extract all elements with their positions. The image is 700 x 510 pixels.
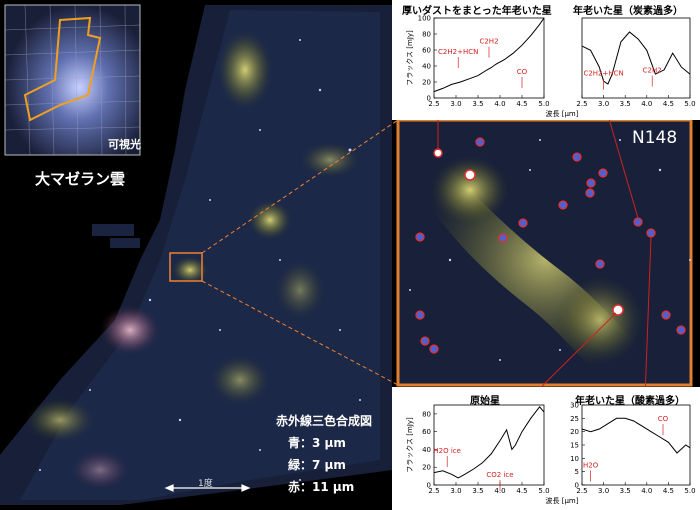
x-tick-label: 2.5 bbox=[576, 487, 587, 495]
y-tick-label: 60 bbox=[422, 428, 431, 436]
y-tick-label: 40 bbox=[422, 63, 431, 71]
x-tick-label: 3.5 bbox=[472, 100, 483, 108]
x-tick-label: 3.5 bbox=[620, 487, 631, 495]
n148-label: N148 bbox=[632, 128, 678, 148]
feature-label: CO bbox=[517, 68, 528, 76]
spectrum-line bbox=[433, 405, 545, 479]
feature-label: C2H2+HCN bbox=[438, 48, 478, 56]
lmc-title: 大マゼラン雲 bbox=[35, 170, 126, 188]
x-tick-label: 4.0 bbox=[641, 487, 652, 495]
blue-band: 青：3 μm bbox=[288, 436, 346, 450]
feature-label: H2O bbox=[583, 461, 599, 469]
x-axis-label: 波長 [μm] bbox=[546, 109, 579, 118]
x-tick-label: 4.5 bbox=[516, 100, 527, 108]
y-tick-label: 60 bbox=[422, 47, 431, 55]
x-tick-label: 5.0 bbox=[538, 487, 549, 495]
x-tick-label: 3.0 bbox=[450, 100, 461, 108]
x-tick-label: 3.0 bbox=[598, 487, 609, 495]
spectrum-line bbox=[581, 31, 691, 85]
x-tick-label: 4.5 bbox=[663, 100, 674, 108]
feature-label: CO bbox=[658, 415, 669, 423]
red-band: 赤：11 μm bbox=[288, 480, 355, 494]
panel1-title: 厚いダストをまとった年老いた星 bbox=[402, 6, 552, 17]
x-tick-label: 4.5 bbox=[663, 487, 674, 495]
inset-label: 可視光 bbox=[108, 138, 141, 151]
feature-label: C2H2 bbox=[643, 66, 662, 74]
spectra-bottom-area bbox=[392, 387, 700, 510]
plot-frame bbox=[433, 404, 545, 486]
y-tick-label: 10 bbox=[570, 455, 579, 463]
spectra-top-area bbox=[392, 0, 700, 120]
x-tick-label: 4.0 bbox=[641, 100, 652, 108]
spectrum-chart-1: 2.5 3.0 3.5 4.0 4.5 5.0 0 20 40 60 80 100 フラックス [mJy… bbox=[406, 15, 579, 119]
y-tick-label: 80 bbox=[422, 410, 431, 418]
y-tick-label: 40 bbox=[422, 446, 431, 454]
x-tick-label: 4.5 bbox=[516, 487, 527, 495]
panel3-title: 原始星 bbox=[470, 396, 500, 407]
x-tick-label: 2.5 bbox=[576, 100, 587, 108]
y-tick-label: 0 bbox=[575, 482, 579, 490]
y-tick-label: 80 bbox=[422, 31, 431, 39]
spectrum-chart-4: 2.5 3.0 3.5 4.0 4.5 5.0 0 5 10 15 20 25 30 H2O CO bbox=[570, 402, 695, 496]
x-tick-label: 4.0 bbox=[494, 100, 505, 108]
green-band: 緑：7 μm bbox=[288, 458, 346, 472]
y-axis-label: フラックス [mJy] bbox=[406, 417, 414, 473]
y-axis-label: フラックス [mJy] bbox=[406, 30, 414, 86]
spectrum-chart-2: 2.5 3.0 3.5 4.0 4.5 5.0 C2H2+HCN C2H2 bbox=[576, 17, 696, 108]
y-tick-label: 20 bbox=[422, 79, 431, 87]
scale-label: 1度 bbox=[198, 479, 213, 489]
y-tick-label: 30 bbox=[570, 402, 579, 410]
feature-label: H2O ice bbox=[433, 447, 461, 455]
y-tick-label: 0 bbox=[427, 482, 431, 490]
x-tick-label: 5.0 bbox=[684, 487, 695, 495]
y-tick-label: 15 bbox=[570, 442, 579, 450]
plot-frame bbox=[581, 404, 691, 486]
x-tick-label: 3.5 bbox=[620, 100, 631, 108]
x-tick-label: 3.5 bbox=[472, 487, 483, 495]
feature-label: C2H2+HCN bbox=[583, 70, 623, 78]
x-tick-label: 3.0 bbox=[598, 100, 609, 108]
feature-label: CO2 ice bbox=[486, 471, 513, 479]
feature-label: C2H2 bbox=[479, 38, 498, 46]
y-tick-label: 100 bbox=[418, 15, 431, 23]
composite-title: 赤外線三色合成図 bbox=[276, 414, 373, 428]
x-tick-label: 2.5 bbox=[428, 100, 439, 108]
x-tick-label: 5.0 bbox=[538, 100, 549, 108]
x-tick-label: 3.0 bbox=[450, 487, 461, 495]
y-tick-label: 20 bbox=[422, 464, 431, 472]
spectrum-line bbox=[433, 17, 545, 93]
plot-frame bbox=[581, 17, 691, 99]
x-axis-label: 波長 [μm] bbox=[546, 496, 579, 505]
y-tick-label: 20 bbox=[570, 428, 579, 436]
y-tick-label: 0 bbox=[427, 95, 431, 103]
spectra-bottom-svg: 2.5 3.0 3.5 4.0 4.5 5.0 0 20 40 60 80 フラックス [mJy] H2… bbox=[406, 402, 696, 506]
x-tick-label: 2.5 bbox=[428, 487, 439, 495]
spectrum-line bbox=[581, 417, 691, 454]
x-tick-label: 5.0 bbox=[684, 100, 695, 108]
plot-frame bbox=[433, 17, 545, 99]
composite-legend: 赤外線三色合成図 青：3 μm 緑：7 μm 赤：11 μm bbox=[276, 410, 372, 498]
y-tick-label: 5 bbox=[575, 468, 579, 476]
spectra-top-svg: 2.5 3.0 3.5 4.0 4.5 5.0 0 20 40 60 80 100 フラックス [mJy… bbox=[406, 15, 696, 119]
panel4-title: 年老いた星（酸素過多） bbox=[575, 396, 685, 407]
panel2-title: 年老いた星（炭素過多） bbox=[573, 6, 683, 17]
y-tick-label: 25 bbox=[570, 415, 579, 423]
